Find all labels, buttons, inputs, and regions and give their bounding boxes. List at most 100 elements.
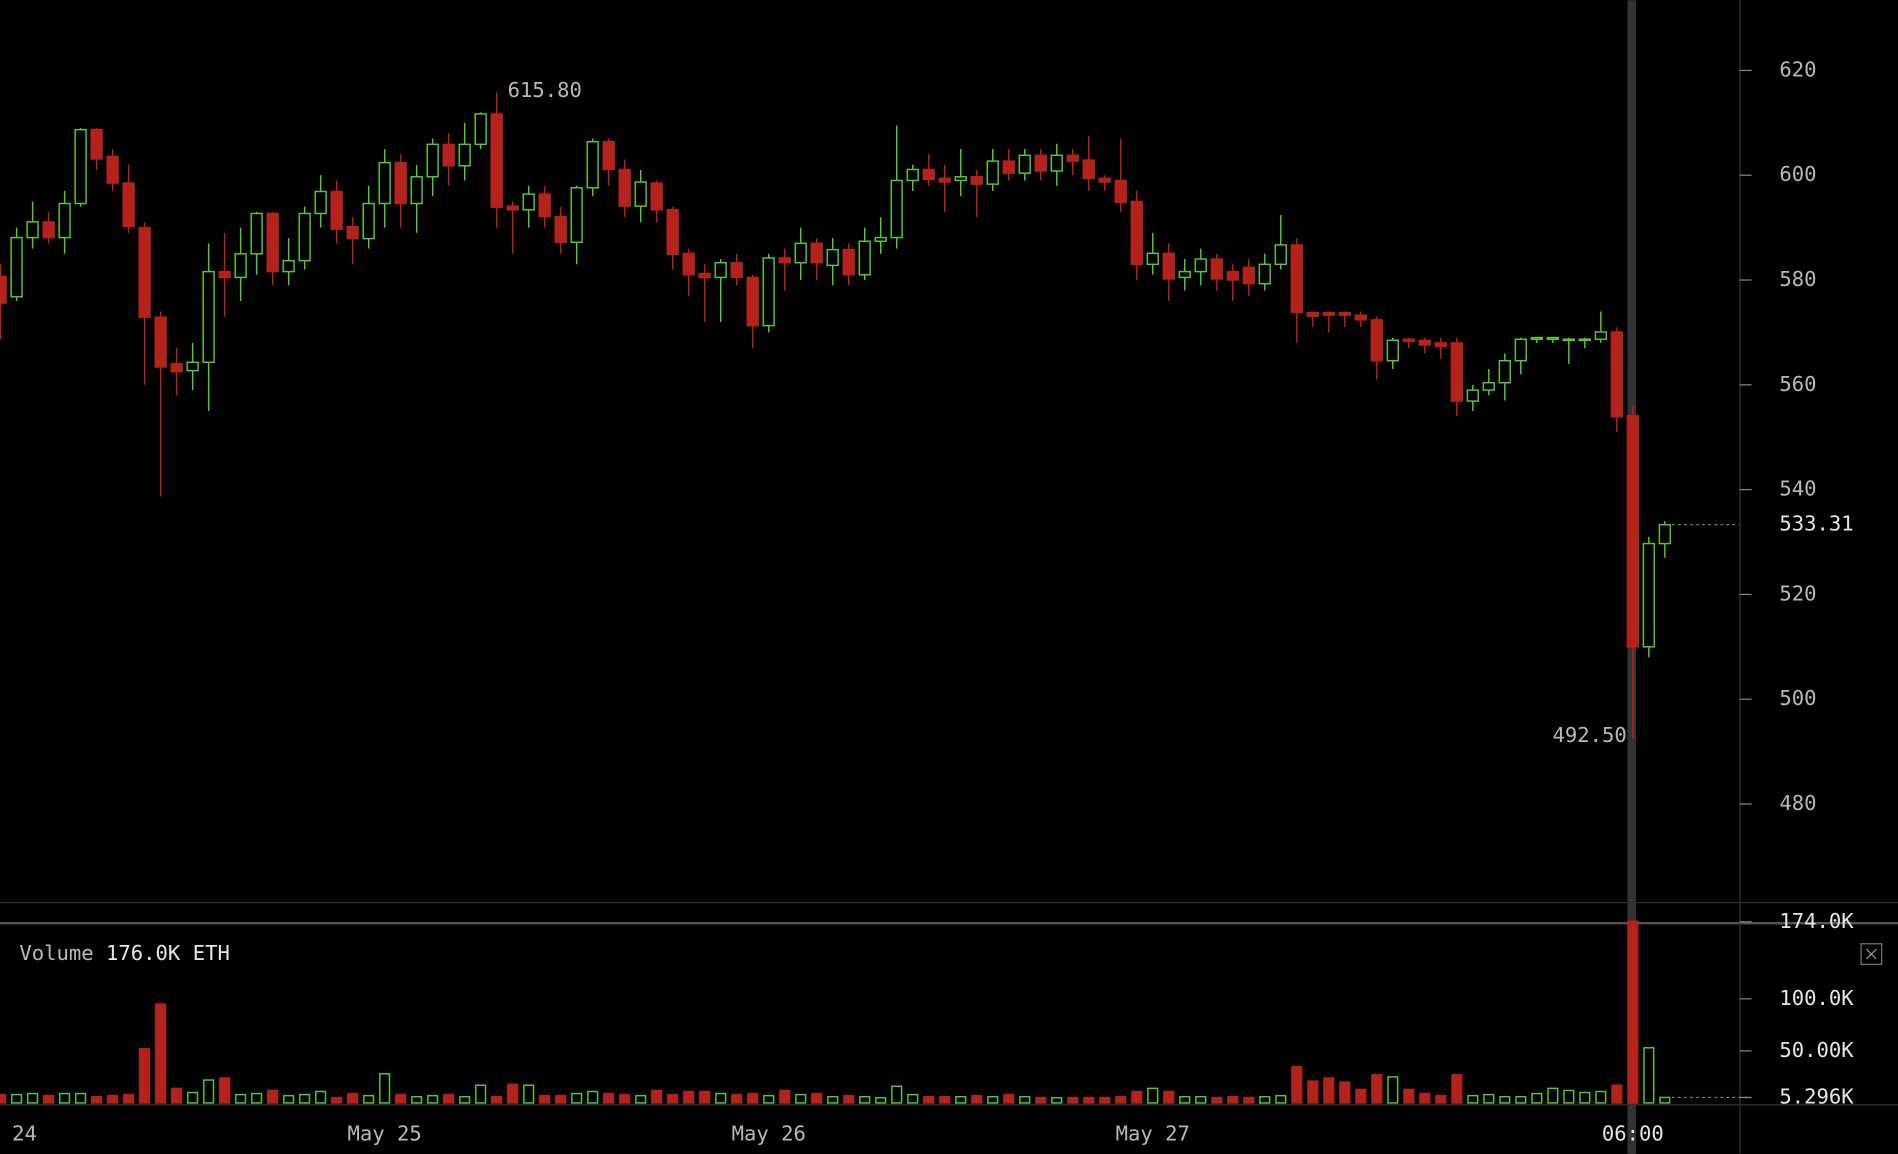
volume-bar xyxy=(683,1090,695,1104)
candle-body xyxy=(1578,338,1592,342)
candle-body xyxy=(522,193,535,211)
volume-bar xyxy=(539,1094,551,1104)
volume-bar xyxy=(955,1095,967,1104)
volume-bar xyxy=(1611,1084,1623,1104)
candle-body xyxy=(1338,311,1351,316)
candle-body xyxy=(1466,389,1479,402)
candle-body xyxy=(1626,415,1640,648)
volume-bar xyxy=(603,1092,615,1104)
candle-body xyxy=(186,361,199,372)
candle-body xyxy=(10,236,23,298)
candle-body xyxy=(1002,160,1015,174)
high-annotation: 615.80 xyxy=(508,78,582,102)
volume-bar xyxy=(219,1077,231,1104)
candle-body xyxy=(538,193,551,218)
x-tick-label: May 25 xyxy=(348,1121,422,1145)
candle-body xyxy=(234,253,247,279)
candle-body xyxy=(1546,336,1559,340)
volume-bar xyxy=(827,1095,839,1104)
volume-bar xyxy=(171,1087,183,1104)
candle-body xyxy=(506,205,519,211)
volume-bar xyxy=(715,1092,727,1104)
volume-bar xyxy=(283,1094,295,1104)
volume-bar xyxy=(507,1083,519,1104)
y-tick-label: 600 xyxy=(1779,162,1816,186)
volume-bar xyxy=(1387,1076,1399,1104)
volume-bar xyxy=(1163,1090,1175,1104)
candle-body xyxy=(202,270,215,364)
candle-body xyxy=(826,248,839,267)
candle-body xyxy=(1482,382,1495,391)
y-tick-label: 580 xyxy=(1779,267,1816,291)
candle-body xyxy=(298,212,311,262)
volume-bar xyxy=(651,1089,663,1104)
close-box[interactable] xyxy=(1860,943,1883,965)
y-tick-label: 480 xyxy=(1779,791,1816,815)
candle-body xyxy=(1562,338,1576,342)
candle-body xyxy=(1162,252,1175,280)
x-tick-label: May 26 xyxy=(732,1121,806,1145)
candle-body xyxy=(90,128,103,160)
candle-body xyxy=(1642,542,1656,648)
volume-bar xyxy=(1579,1091,1591,1104)
volume-bar xyxy=(1355,1088,1367,1104)
candle-body xyxy=(346,225,359,240)
candle-body xyxy=(250,212,263,255)
candle-body xyxy=(954,176,967,182)
volume-bar xyxy=(923,1095,935,1104)
candle-body xyxy=(1210,258,1223,280)
candle-body xyxy=(1018,154,1031,174)
candle-body xyxy=(138,226,151,318)
candle-body xyxy=(1658,523,1672,545)
volume-bar xyxy=(1243,1097,1255,1104)
volume-bar xyxy=(1483,1093,1495,1104)
volume-bar xyxy=(891,1085,903,1104)
candle-body xyxy=(1082,159,1095,180)
candle-body xyxy=(618,168,631,207)
volume-bar xyxy=(1083,1097,1095,1104)
volume-bar xyxy=(1035,1097,1047,1104)
volume-bar xyxy=(75,1092,87,1104)
candle-body xyxy=(1066,154,1079,162)
volume-bar xyxy=(779,1089,791,1104)
close-icon[interactable] xyxy=(1866,948,1877,960)
volume-bar xyxy=(795,1093,807,1104)
close-button[interactable] xyxy=(1860,943,1883,965)
volume-bar xyxy=(523,1084,535,1104)
volume-bar xyxy=(347,1092,359,1104)
candle-body xyxy=(1226,270,1239,281)
volume-bar xyxy=(635,1094,647,1104)
candle-body xyxy=(858,240,871,276)
candle-body xyxy=(602,140,615,171)
volume-bar xyxy=(1211,1097,1223,1104)
candle-body xyxy=(874,236,887,242)
candle-body xyxy=(122,182,135,228)
volume-bar xyxy=(1019,1095,1031,1104)
volume-bar xyxy=(427,1094,439,1104)
volume-bar xyxy=(1067,1097,1079,1104)
volume-bar xyxy=(1307,1080,1319,1104)
volume-tick-label: 5.296K xyxy=(1779,1084,1854,1108)
volume-unit: ETH xyxy=(193,941,230,965)
volume-bar xyxy=(1435,1094,1447,1104)
candle-body xyxy=(794,242,807,264)
candle-body xyxy=(266,212,279,273)
y-tick-label: 500 xyxy=(1779,686,1816,710)
volume-bar xyxy=(251,1092,263,1104)
candle-body xyxy=(842,248,855,276)
volume-bar xyxy=(1275,1094,1287,1104)
volume-bar xyxy=(987,1095,999,1104)
candle-body xyxy=(1450,342,1463,402)
candle-body xyxy=(906,168,919,182)
candle-body xyxy=(490,113,503,208)
volume-bar xyxy=(843,1094,855,1104)
volume-bar xyxy=(475,1084,487,1104)
candle-body xyxy=(1194,258,1207,273)
volume-bar xyxy=(491,1095,503,1104)
x-tick-label: May 27 xyxy=(1116,1121,1190,1145)
volume-bar xyxy=(667,1093,679,1104)
volume-bar xyxy=(267,1089,279,1104)
candle-body xyxy=(586,140,599,189)
candle-body xyxy=(1402,338,1415,343)
